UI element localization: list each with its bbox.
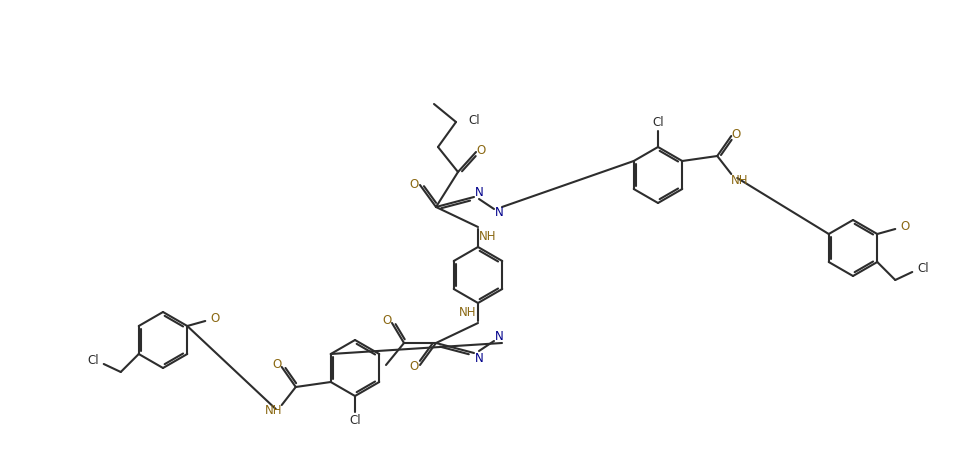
- Text: N: N: [475, 351, 483, 365]
- Text: NH: NH: [731, 173, 748, 187]
- Text: NH: NH: [265, 405, 283, 417]
- Text: O: O: [732, 128, 741, 140]
- Text: N: N: [495, 207, 503, 219]
- Text: Cl: Cl: [652, 117, 664, 129]
- Text: Cl: Cl: [468, 113, 480, 127]
- Text: N: N: [475, 186, 483, 198]
- Text: NH: NH: [480, 230, 497, 244]
- Text: NH: NH: [459, 307, 477, 319]
- Text: N: N: [495, 330, 503, 344]
- Text: O: O: [901, 220, 910, 234]
- Text: O: O: [477, 143, 485, 157]
- Text: O: O: [272, 358, 281, 371]
- Text: O: O: [211, 313, 220, 326]
- Text: O: O: [383, 315, 391, 327]
- Text: Cl: Cl: [349, 414, 361, 426]
- Text: Cl: Cl: [918, 262, 929, 276]
- Text: Cl: Cl: [87, 355, 99, 367]
- Text: O: O: [409, 359, 419, 373]
- Text: O: O: [409, 178, 419, 190]
